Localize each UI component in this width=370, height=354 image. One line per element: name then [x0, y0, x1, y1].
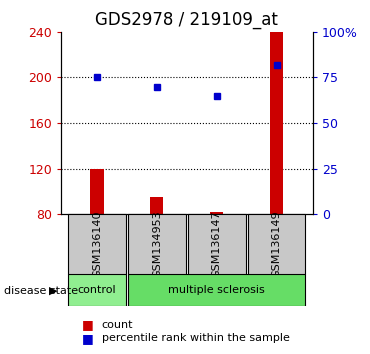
Title: GDS2978 / 219109_at: GDS2978 / 219109_at [95, 11, 278, 29]
Bar [150, 197, 164, 214]
Bar [128, 214, 186, 274]
Text: control: control [78, 285, 116, 295]
Bar [270, 32, 283, 214]
Text: ■: ■ [81, 318, 93, 331]
Bar [128, 274, 306, 306]
Bar [68, 214, 126, 274]
Text: ▶: ▶ [50, 286, 58, 296]
Text: GSM136147: GSM136147 [212, 210, 222, 278]
Text: count: count [102, 320, 133, 330]
Text: GSM136149: GSM136149 [272, 210, 282, 278]
Bar [90, 169, 104, 214]
Text: percentile rank within the sample: percentile rank within the sample [102, 333, 290, 343]
Text: multiple sclerosis: multiple sclerosis [168, 285, 265, 295]
Bar [188, 214, 246, 274]
Text: GSM134953: GSM134953 [152, 210, 162, 278]
Bar [210, 212, 223, 214]
Bar [248, 214, 306, 274]
Text: disease state: disease state [4, 286, 78, 296]
Text: GSM136140: GSM136140 [92, 211, 102, 278]
Text: ■: ■ [81, 332, 93, 344]
Bar [68, 274, 126, 306]
